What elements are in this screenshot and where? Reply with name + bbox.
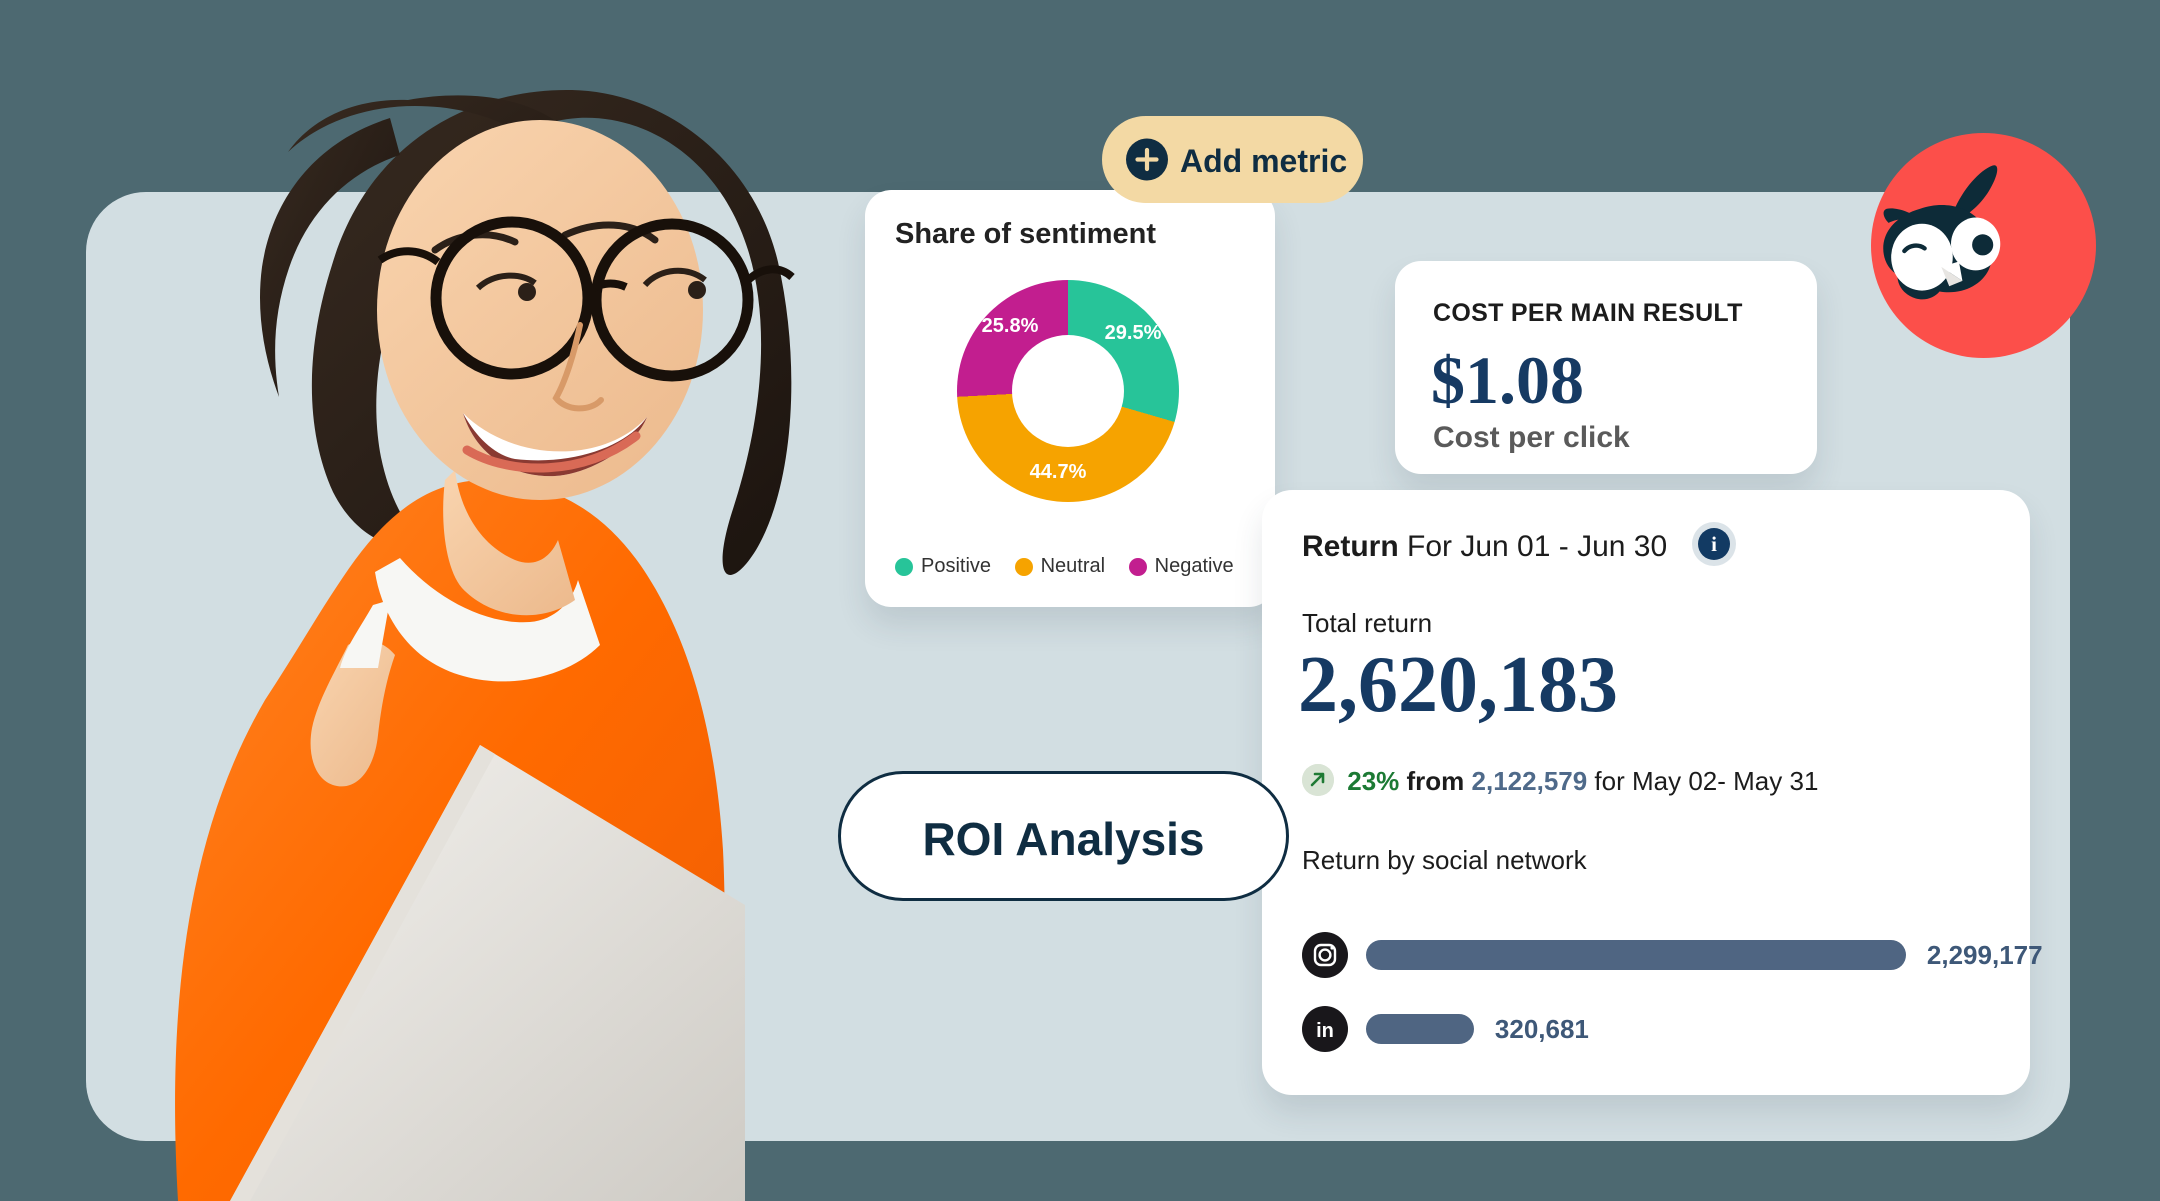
- svg-text:in: in: [1316, 1020, 1334, 1042]
- svg-text:Add metric: Add metric: [1180, 143, 1347, 179]
